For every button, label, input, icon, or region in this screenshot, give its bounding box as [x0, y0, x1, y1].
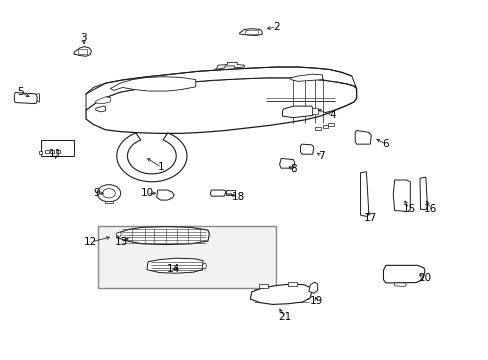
FancyBboxPatch shape: [288, 282, 297, 286]
Text: 7: 7: [318, 150, 324, 161]
FancyBboxPatch shape: [312, 108, 318, 114]
Polygon shape: [394, 283, 406, 287]
FancyBboxPatch shape: [225, 190, 234, 195]
Polygon shape: [215, 62, 244, 69]
Text: 20: 20: [418, 273, 430, 283]
Polygon shape: [279, 158, 294, 168]
Polygon shape: [392, 180, 409, 212]
FancyBboxPatch shape: [226, 193, 230, 194]
Text: 8: 8: [289, 164, 296, 174]
Polygon shape: [117, 226, 209, 244]
Text: 10: 10: [140, 188, 153, 198]
Text: 14: 14: [167, 264, 180, 274]
Polygon shape: [117, 232, 122, 237]
Polygon shape: [96, 106, 105, 112]
Polygon shape: [383, 265, 424, 283]
Polygon shape: [354, 131, 370, 144]
Polygon shape: [239, 29, 262, 36]
Text: 2: 2: [272, 22, 279, 32]
Text: 21: 21: [278, 312, 291, 322]
Polygon shape: [157, 190, 174, 200]
FancyBboxPatch shape: [45, 150, 49, 153]
FancyBboxPatch shape: [78, 49, 87, 54]
FancyBboxPatch shape: [322, 125, 328, 128]
Polygon shape: [117, 133, 186, 182]
Circle shape: [102, 189, 115, 198]
FancyBboxPatch shape: [41, 140, 74, 156]
FancyBboxPatch shape: [328, 123, 333, 126]
FancyBboxPatch shape: [259, 284, 267, 288]
Polygon shape: [147, 258, 203, 273]
Text: 13: 13: [115, 237, 128, 247]
FancyBboxPatch shape: [39, 150, 41, 154]
Circle shape: [97, 185, 121, 202]
Text: 9: 9: [93, 188, 100, 198]
Text: 15: 15: [402, 204, 415, 214]
Polygon shape: [360, 172, 368, 217]
Polygon shape: [110, 77, 195, 91]
FancyBboxPatch shape: [245, 30, 258, 34]
FancyBboxPatch shape: [104, 201, 113, 203]
Text: 6: 6: [382, 139, 388, 149]
Text: 18: 18: [231, 192, 245, 202]
Polygon shape: [250, 284, 311, 305]
Polygon shape: [74, 46, 91, 56]
Polygon shape: [300, 144, 313, 154]
Polygon shape: [290, 74, 322, 81]
Polygon shape: [308, 282, 317, 293]
Text: 5: 5: [17, 87, 23, 97]
FancyBboxPatch shape: [98, 226, 276, 288]
Text: 17: 17: [363, 213, 376, 222]
Polygon shape: [282, 106, 312, 118]
Polygon shape: [419, 177, 427, 210]
FancyBboxPatch shape: [56, 150, 60, 153]
Polygon shape: [14, 93, 37, 104]
Polygon shape: [86, 78, 356, 134]
Polygon shape: [210, 190, 225, 196]
Polygon shape: [202, 263, 206, 269]
Text: 3: 3: [80, 33, 87, 43]
Text: 12: 12: [84, 237, 97, 247]
Polygon shape: [96, 97, 110, 104]
Text: 16: 16: [423, 204, 436, 214]
Text: 11: 11: [49, 149, 62, 159]
Polygon shape: [86, 67, 356, 110]
FancyBboxPatch shape: [50, 150, 54, 153]
FancyBboxPatch shape: [315, 127, 321, 130]
Text: 1: 1: [158, 162, 164, 172]
Text: 19: 19: [309, 296, 323, 306]
Text: 4: 4: [328, 111, 335, 121]
